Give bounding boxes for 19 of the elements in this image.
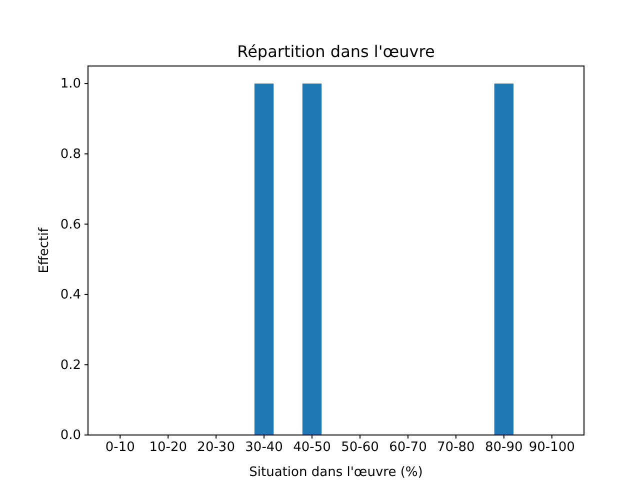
- x-tick-label: 20-30: [197, 440, 235, 456]
- x-tick-label: 60-70: [389, 440, 427, 456]
- x-tick-label: 90-100: [528, 440, 575, 456]
- y-tick-label: 1.0: [60, 76, 81, 92]
- x-tick-label: 30-40: [245, 440, 283, 456]
- x-tick-label: 70-80: [437, 440, 475, 456]
- y-tick-label: 0.4: [60, 288, 81, 303]
- y-tick-label: 0.6: [60, 217, 81, 232]
- x-tick-label: 50-60: [341, 440, 379, 456]
- x-tick-label: 40-50: [293, 440, 331, 456]
- x-tick-label: 10-20: [149, 440, 187, 456]
- chart-title: Répartition dans l'œuvre: [237, 42, 435, 61]
- y-tick-label: 0.8: [60, 147, 81, 162]
- y-tick-label: 0.0: [60, 428, 81, 444]
- x-axis-title: Situation dans l'œuvre (%): [249, 465, 423, 480]
- y-tick-label: 0.2: [60, 358, 81, 373]
- y-axis-title: Effectif: [37, 227, 52, 274]
- x-tick-label: 0-10: [105, 440, 135, 456]
- x-tick-label: 80-90: [485, 440, 523, 456]
